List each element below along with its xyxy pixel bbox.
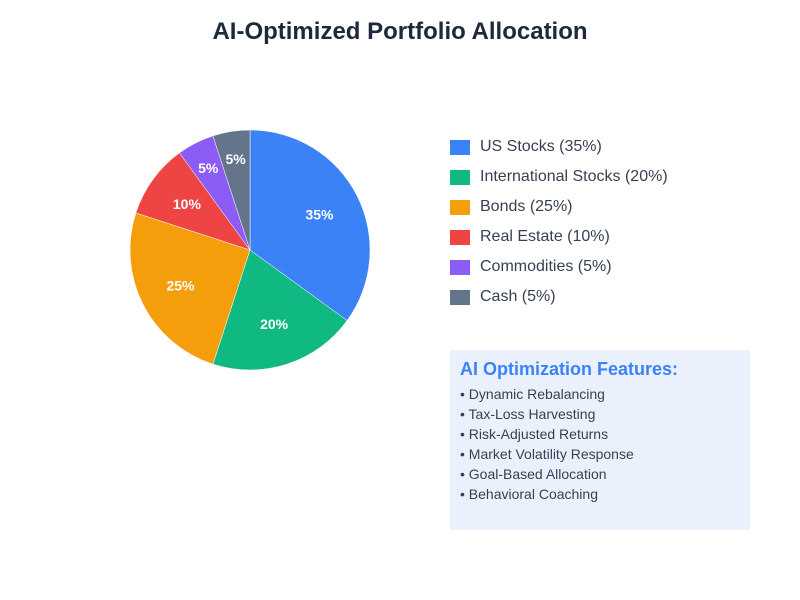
pie-slice-us-stocks bbox=[249, 129, 371, 321]
legend-swatch bbox=[450, 230, 470, 245]
features-panel: AI Optimization Features: • Dynamic Reba… bbox=[450, 350, 750, 530]
legend-label: US Stocks (35%) bbox=[480, 138, 602, 155]
feature-item: • Market Volatility Response bbox=[460, 446, 634, 462]
feature-item: • Behavioral Coaching bbox=[460, 486, 598, 502]
legend-label: International Stocks (20%) bbox=[480, 168, 668, 185]
pie-slice-international-stocks bbox=[212, 249, 348, 371]
pie-slice-label: 10% bbox=[173, 196, 202, 212]
legend-label: Real Estate (10%) bbox=[480, 228, 610, 245]
feature-item: • Goal-Based Allocation bbox=[460, 466, 607, 482]
pie-slice-label: 35% bbox=[305, 207, 334, 223]
feature-item: • Risk-Adjusted Returns bbox=[460, 426, 609, 442]
pie-slice-cash bbox=[212, 129, 251, 251]
pie-slice-real-estate bbox=[135, 152, 251, 251]
feature-item: • Tax-Loss Harvesting bbox=[460, 406, 596, 422]
legend-swatch bbox=[450, 170, 470, 185]
pie-slice-label: 5% bbox=[198, 160, 219, 176]
legend-swatch bbox=[450, 260, 470, 275]
legend-label: Bonds (25%) bbox=[480, 198, 573, 215]
pie-slice-bonds bbox=[129, 212, 251, 365]
pie-slice-label: 5% bbox=[225, 151, 246, 167]
legend-swatch bbox=[450, 200, 470, 215]
feature-item: • Dynamic Rebalancing bbox=[460, 386, 605, 402]
chart-title: AI-Optimized Portfolio Allocation bbox=[212, 18, 588, 45]
legend-swatch bbox=[450, 290, 470, 305]
pie-slice-label: 25% bbox=[166, 277, 195, 293]
legend-label: Commodities (5%) bbox=[480, 258, 612, 275]
pie-slice-label: 20% bbox=[260, 316, 289, 332]
legend-label: Cash (5%) bbox=[480, 288, 556, 305]
legend-swatch bbox=[450, 140, 470, 155]
features-title: AI Optimization Features: bbox=[460, 359, 679, 379]
